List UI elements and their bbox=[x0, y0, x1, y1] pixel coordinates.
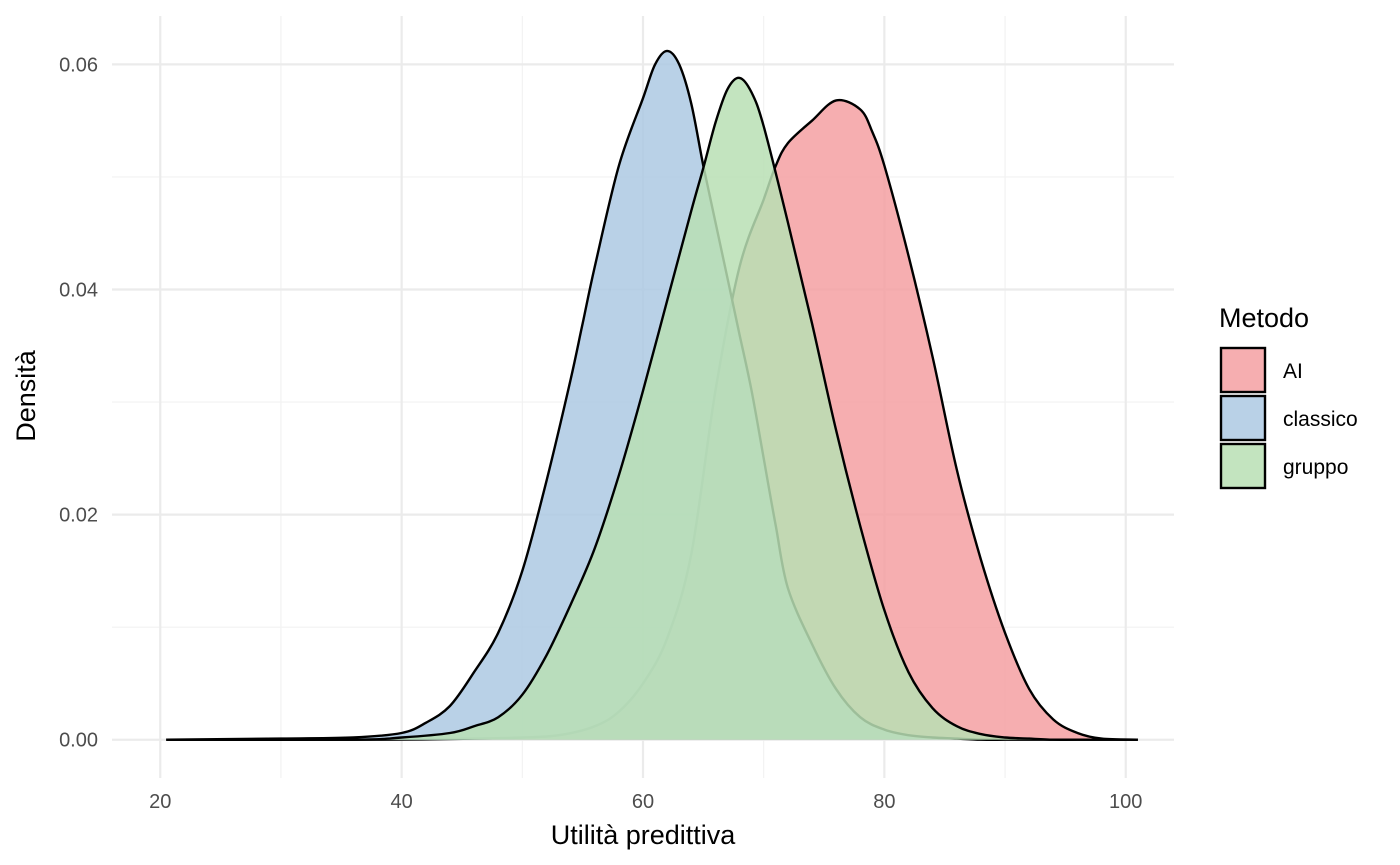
legend-key-classico bbox=[1219, 394, 1267, 442]
density-area-ai bbox=[166, 100, 1138, 740]
y-tick-label: 0.02 bbox=[59, 505, 98, 527]
density-area-gruppo bbox=[166, 77, 1138, 740]
x-tick-label: 100 bbox=[1109, 791, 1142, 813]
legend-title: Metodo bbox=[1219, 303, 1309, 333]
density-areas bbox=[166, 49, 1138, 742]
legend-label-classico: classico bbox=[1283, 408, 1358, 431]
density-line-gruppo bbox=[166, 76, 1138, 742]
y-axis-ticks: 0.00 0.02 0.04 0.06 bbox=[59, 54, 98, 751]
legend-label-ai: AI bbox=[1283, 360, 1303, 383]
legend: Metodo AI classico gruppo bbox=[1219, 303, 1358, 490]
y-tick-label: 0.00 bbox=[59, 730, 98, 752]
x-tick-label: 20 bbox=[149, 791, 171, 813]
x-tick-label: 80 bbox=[873, 791, 895, 813]
legend-label-gruppo: gruppo bbox=[1283, 456, 1348, 479]
x-axis-ticks: 20 40 60 80 100 bbox=[149, 791, 1142, 813]
legend-key-ai bbox=[1219, 346, 1267, 394]
legend-key-gruppo bbox=[1219, 442, 1267, 490]
y-tick-label: 0.04 bbox=[59, 280, 98, 302]
x-tick-label: 60 bbox=[632, 791, 654, 813]
y-tick-label: 0.06 bbox=[59, 54, 98, 76]
y-axis-title: Densità bbox=[11, 349, 41, 442]
x-tick-label: 40 bbox=[391, 791, 413, 813]
x-axis-title: Utilità predittiva bbox=[551, 820, 737, 850]
